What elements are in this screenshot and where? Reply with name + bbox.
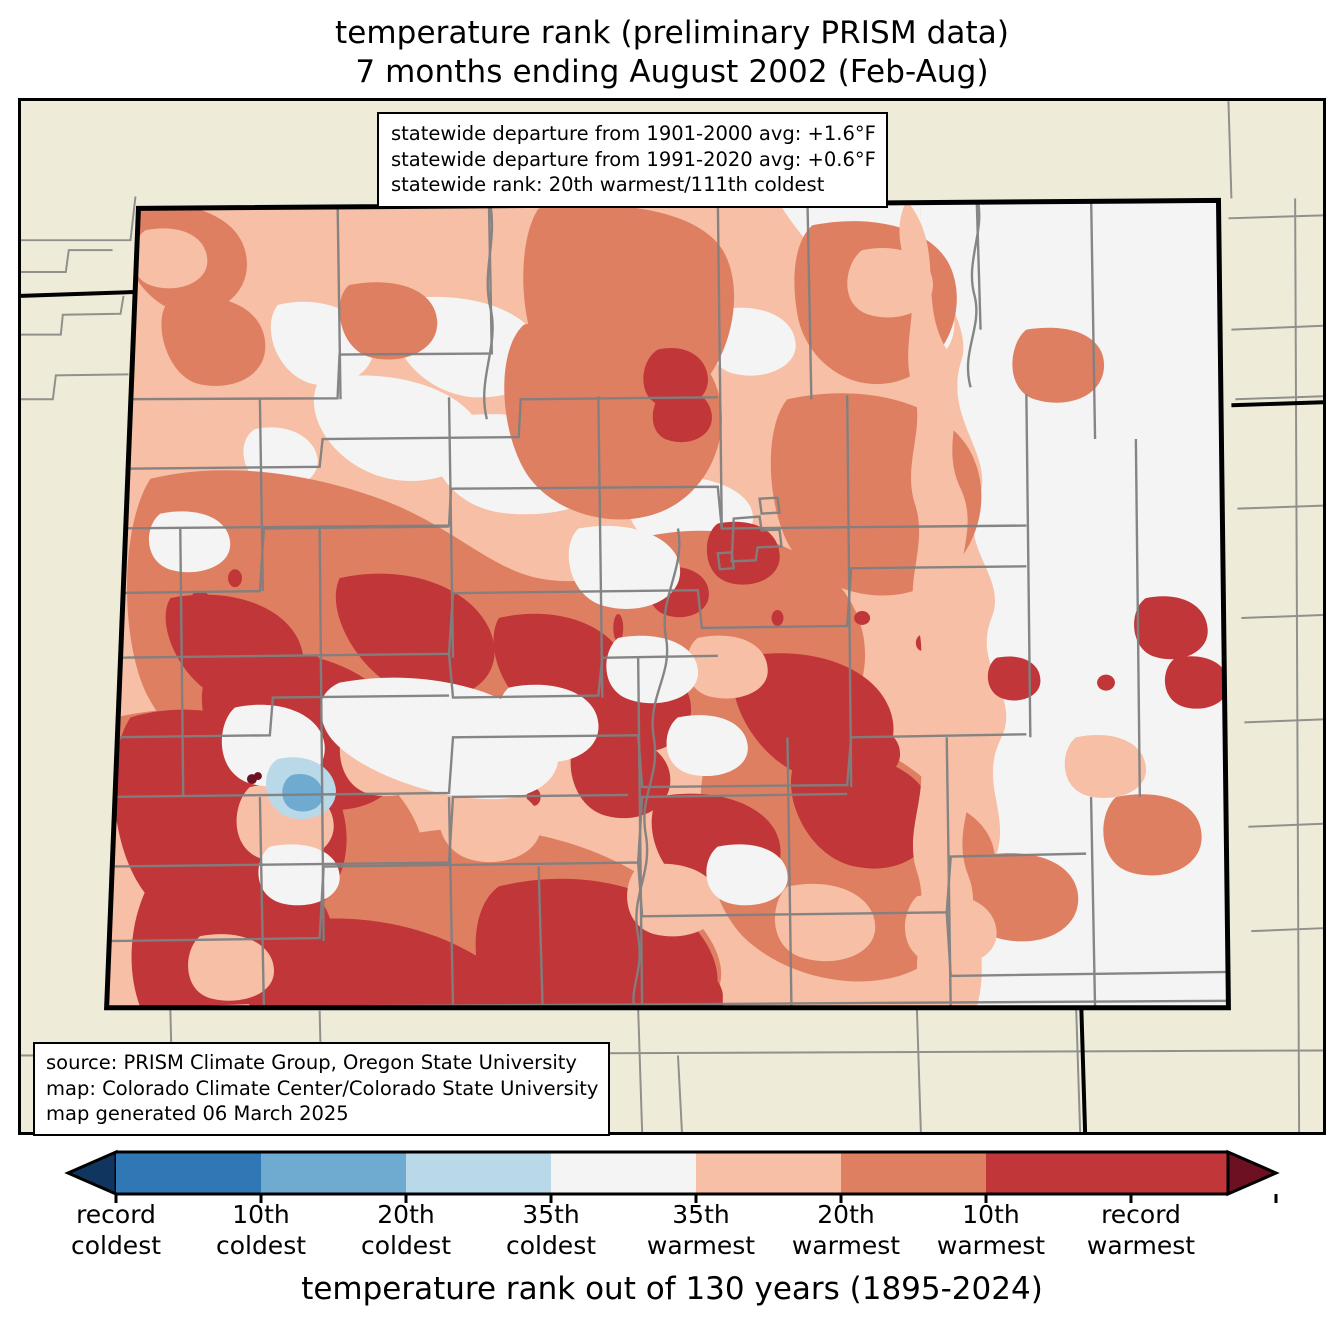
statewide-departure-1991-2020: statewide departure from 1991-2020 avg: … [391, 147, 876, 171]
map-frame [18, 98, 1326, 1135]
colorbar-bin-record-coldest [116, 1152, 261, 1194]
neighbor-state-lines [21, 289, 1323, 1132]
page-title-line-2: 7 months ending August 2002 (Feb-Aug) [355, 54, 989, 90]
colorbar-bin-35th-warmest [696, 1152, 841, 1194]
colorbar-bin-20th-warmest [841, 1152, 986, 1194]
colorbar-bin-20th-coldest [406, 1152, 551, 1194]
colorado-county-lines [106, 200, 1229, 1008]
colorbar-bin-35th-coldest [551, 1152, 696, 1194]
source-attribution-box: source: PRISM Climate Group, Oregon Stat… [33, 1042, 611, 1136]
statewide-rank: statewide rank: 20th warmest/111th colde… [391, 173, 825, 196]
colorbar-label-20th-warmest: 20th warmest [791, 1200, 901, 1260]
colorbar-legend: record coldest 10th coldest 20th coldest… [0, 1143, 1344, 1333]
colorbar-label-35th-warmest: 35th warmest [646, 1200, 756, 1260]
map-generated-line: map generated 06 March 2025 [46, 1102, 349, 1125]
temperature-rank-contours [106, 200, 1229, 1008]
colorbar-tick-labels: record coldest 10th coldest 20th coldest… [0, 1199, 1344, 1269]
statewide-summary-box: statewide departure from 1901-2000 avg: … [377, 112, 888, 208]
colorbar-swatches [64, 1149, 1280, 1203]
colorbar-label-10th-coldest: 10th coldest [215, 1200, 307, 1260]
colorado-temperature-rank-map [21, 101, 1323, 1132]
colorbar-extend-max [1226, 1149, 1280, 1197]
statewide-departure-1901-2000: statewide departure from 1901-2000 avg: … [391, 122, 876, 145]
colorbar-label-20th-coldest: 20th coldest [360, 1200, 452, 1260]
colorbar-label-10th-warmest: 10th warmest [936, 1200, 1046, 1260]
colorbar-bin-10th-coldest [261, 1152, 406, 1194]
record-warm-specks [246, 772, 262, 785]
page-title: temperature rank (preliminary PRISM data… [0, 14, 1344, 92]
colorbar-ticks [114, 1194, 1278, 1203]
colorbar-extend-min [64, 1149, 118, 1197]
page-title-line-1: temperature rank (preliminary PRISM data… [334, 15, 1010, 51]
source-line: source: PRISM Climate Group, Oregon Stat… [46, 1051, 577, 1074]
colorbar-label-record-warmest: record warmest [1086, 1200, 1196, 1260]
colorbar-caption: temperature rank out of 130 years (1895-… [301, 1271, 1043, 1307]
colorbar-bin-10th-warmest [986, 1152, 1131, 1194]
colorbar-label-35th-coldest: 35th coldest [505, 1200, 597, 1260]
colorbar-bin-record-warmest [1131, 1152, 1228, 1194]
colorbar-label-record-coldest: record coldest [70, 1200, 162, 1260]
map-credit-line: map: Colorado Climate Center/Colorado St… [46, 1076, 599, 1100]
